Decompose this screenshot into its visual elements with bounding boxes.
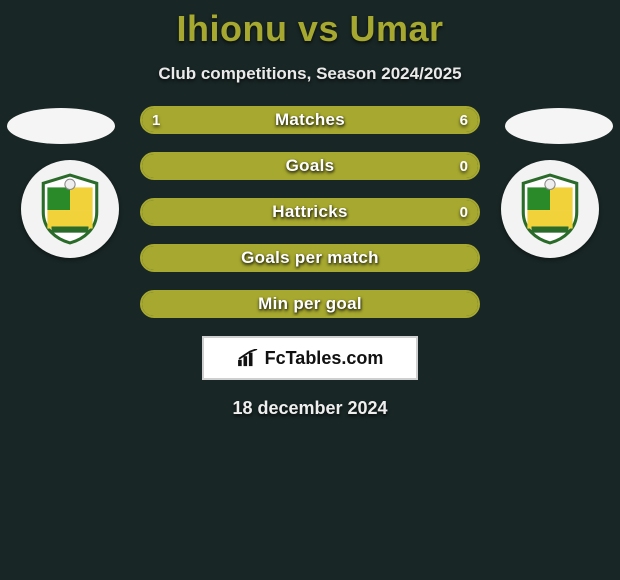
stat-row-min-per-goal: Min per goal xyxy=(140,290,480,318)
stat-row-goals: Goals 0 xyxy=(140,152,480,180)
stat-row-matches: 1 Matches 6 xyxy=(140,106,480,134)
page-title: Ihionu vs Umar xyxy=(0,0,620,50)
stat-value-right: 0 xyxy=(460,200,468,224)
bar-chart-icon xyxy=(237,349,259,367)
stat-label: Goals xyxy=(142,154,478,178)
stat-row-hattricks: Hattricks 0 xyxy=(140,198,480,226)
player-left-crest xyxy=(21,160,119,258)
stat-row-goals-per-match: Goals per match xyxy=(140,244,480,272)
shield-icon xyxy=(39,173,101,245)
brand-text: FcTables.com xyxy=(265,348,384,369)
date-text: 18 december 2024 xyxy=(0,398,620,419)
brand-box[interactable]: FcTables.com xyxy=(202,336,418,380)
player-left-name-pill xyxy=(7,108,115,144)
shield-icon xyxy=(519,173,581,245)
stat-label: Hattricks xyxy=(142,200,478,224)
stat-label: Matches xyxy=(142,108,478,132)
stat-value-right: 0 xyxy=(460,154,468,178)
page-subtitle: Club competitions, Season 2024/2025 xyxy=(0,64,620,84)
stat-value-right: 6 xyxy=(460,108,468,132)
stat-label: Min per goal xyxy=(142,292,478,316)
stat-label: Goals per match xyxy=(142,246,478,270)
comparison-stage: 1 Matches 6 Goals 0 Hattricks 0 Goals pe… xyxy=(0,106,620,318)
stat-bars: 1 Matches 6 Goals 0 Hattricks 0 Goals pe… xyxy=(140,106,480,318)
player-right-name-pill xyxy=(505,108,613,144)
player-right-crest xyxy=(501,160,599,258)
